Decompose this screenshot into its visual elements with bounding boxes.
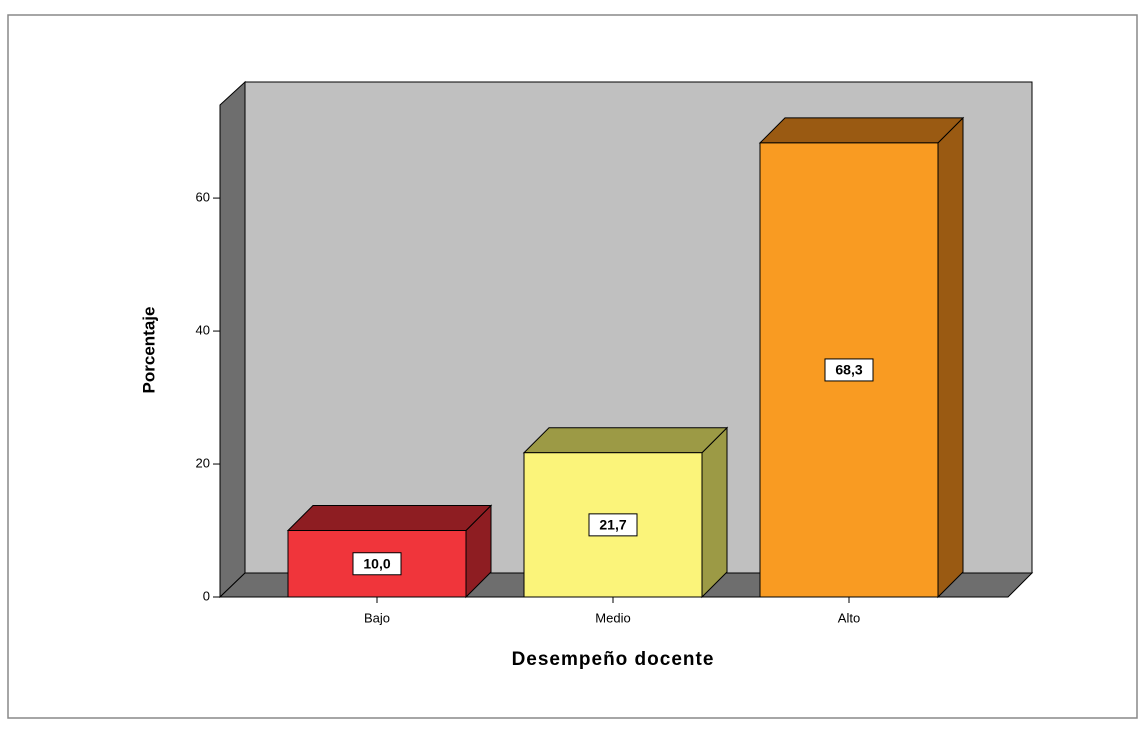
value-label-box — [588, 513, 638, 537]
value-label: 10,0 — [363, 555, 390, 571]
y-tick-label: 0 — [203, 588, 210, 603]
bar-side — [937, 116, 964, 599]
bar-side — [701, 426, 728, 599]
y-axis-label: Porcentaje — [139, 307, 158, 394]
x-tick-label: Medio — [595, 610, 630, 625]
value-label-box — [352, 552, 402, 576]
value-label: 68,3 — [835, 362, 862, 378]
bar-top — [522, 427, 729, 454]
y-tick-label: 20 — [196, 455, 210, 470]
x-axis-label: Desempeño docente — [512, 649, 715, 670]
x-tick-label: Alto — [838, 610, 860, 625]
x-tick-label: Bajo — [364, 610, 390, 625]
bar-top — [758, 117, 965, 144]
left-wall — [219, 80, 246, 599]
y-tick-label: 60 — [196, 190, 210, 205]
value-label-box — [824, 358, 874, 382]
bar — [286, 504, 493, 599]
y-tick-label: 40 — [196, 322, 210, 337]
value-label: 21,7 — [599, 517, 626, 533]
bar — [522, 426, 729, 599]
bar-top — [286, 505, 493, 532]
bar — [758, 116, 965, 599]
